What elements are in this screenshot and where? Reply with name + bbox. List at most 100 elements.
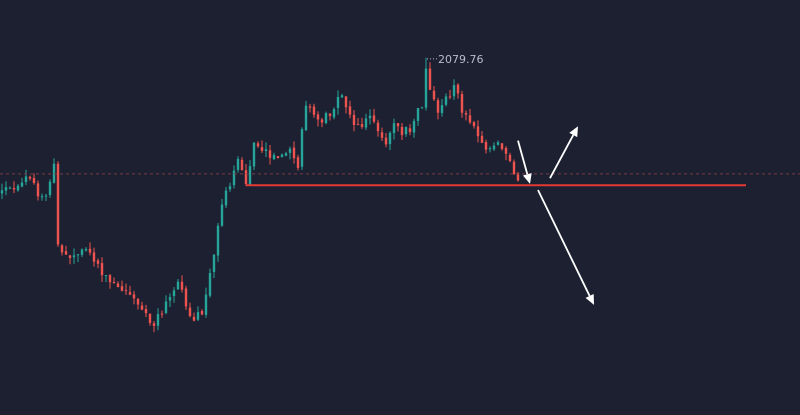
candle <box>288 146 292 160</box>
candle-body <box>188 307 192 317</box>
candle <box>192 312 196 322</box>
candle-body <box>116 283 120 288</box>
candle <box>420 106 424 109</box>
candle-body <box>244 170 248 184</box>
candle <box>332 107 336 120</box>
candle-body <box>488 148 492 150</box>
candle <box>448 89 452 100</box>
candle <box>4 181 8 196</box>
candle <box>56 161 60 247</box>
candle-body <box>380 132 384 138</box>
candle <box>280 153 284 158</box>
candle <box>140 301 144 311</box>
candle-body <box>468 115 472 123</box>
candle <box>476 120 480 143</box>
candle <box>100 257 104 282</box>
candle <box>396 123 400 132</box>
candle <box>444 93 448 107</box>
candle <box>336 90 340 115</box>
candle <box>264 142 268 157</box>
candle-body <box>504 147 508 154</box>
arrow-shaft <box>537 189 591 297</box>
candle-body <box>180 281 184 290</box>
candle-body <box>404 127 408 135</box>
candle-body <box>84 248 88 251</box>
candle-body <box>440 105 444 113</box>
candle-body <box>464 113 468 115</box>
candle <box>144 304 148 318</box>
candle-body <box>340 95 344 98</box>
candle <box>12 181 16 194</box>
candle-body <box>476 126 480 137</box>
candle <box>224 186 228 209</box>
candle <box>504 146 508 161</box>
candle-body <box>364 118 368 128</box>
candle-body <box>80 249 84 255</box>
candle <box>300 127 304 170</box>
candle <box>388 131 392 151</box>
candle <box>52 158 56 184</box>
candle <box>148 313 152 326</box>
candle-body <box>8 187 12 189</box>
candle <box>128 285 132 296</box>
candle <box>508 152 512 163</box>
candle-body <box>100 263 104 276</box>
candle <box>500 143 504 151</box>
candle-body <box>132 294 136 299</box>
candle-body <box>136 299 140 305</box>
candle-body <box>120 286 124 291</box>
candle-body <box>168 297 172 301</box>
candle-body <box>516 173 520 181</box>
candle <box>400 122 404 141</box>
candle-body <box>92 252 96 262</box>
candle <box>316 111 320 127</box>
candle-body <box>280 154 284 157</box>
candle-body <box>20 182 24 187</box>
candle <box>188 302 192 318</box>
candle-body <box>472 122 476 127</box>
candle <box>0 183 4 200</box>
candle-body <box>240 159 244 171</box>
candle <box>416 107 420 126</box>
candle-body <box>416 108 420 121</box>
arrow-head <box>585 293 594 305</box>
candle-body <box>324 113 328 124</box>
candle-body <box>304 105 308 131</box>
candle-body <box>316 114 320 120</box>
candle <box>24 169 28 186</box>
candle-body <box>408 128 412 133</box>
candle-body <box>376 122 380 132</box>
candle-body <box>128 292 132 295</box>
candle <box>132 290 136 305</box>
candle-body <box>164 301 168 313</box>
candle-body <box>24 176 28 182</box>
candle <box>220 198 224 227</box>
candle-body <box>236 158 240 170</box>
candle-body <box>512 161 516 174</box>
candle-body <box>268 150 272 158</box>
candle <box>352 110 356 132</box>
candle <box>204 287 208 318</box>
candle-body <box>484 142 488 150</box>
candle <box>308 103 312 113</box>
candle <box>20 178 24 188</box>
candle <box>480 130 484 144</box>
candle-body <box>272 155 276 160</box>
candle-body <box>200 311 204 315</box>
candle <box>236 156 240 173</box>
candle <box>232 165 236 189</box>
candle <box>320 117 324 128</box>
candle-body <box>508 154 512 161</box>
candle <box>376 119 380 137</box>
candle <box>432 86 436 101</box>
candle <box>244 164 248 187</box>
candle-body <box>360 124 364 127</box>
candle-body <box>252 142 256 167</box>
candle-body <box>480 135 484 143</box>
candle <box>104 275 108 283</box>
candle-body <box>124 290 128 292</box>
candle-body <box>448 96 452 98</box>
candle <box>268 145 272 165</box>
candle <box>404 126 408 137</box>
